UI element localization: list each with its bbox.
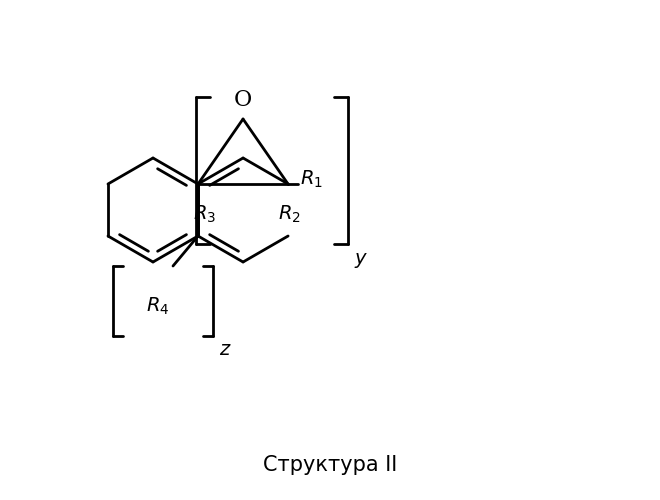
Text: $R_2$: $R_2$ [278,204,301,226]
Text: $R_1$: $R_1$ [300,168,323,190]
Text: z: z [219,340,229,359]
Text: y: y [354,249,366,268]
Text: Структура II: Структура II [263,455,397,475]
Text: O: O [234,89,252,111]
Text: $R_3$: $R_3$ [193,204,216,226]
Text: $R_4$: $R_4$ [147,296,170,316]
